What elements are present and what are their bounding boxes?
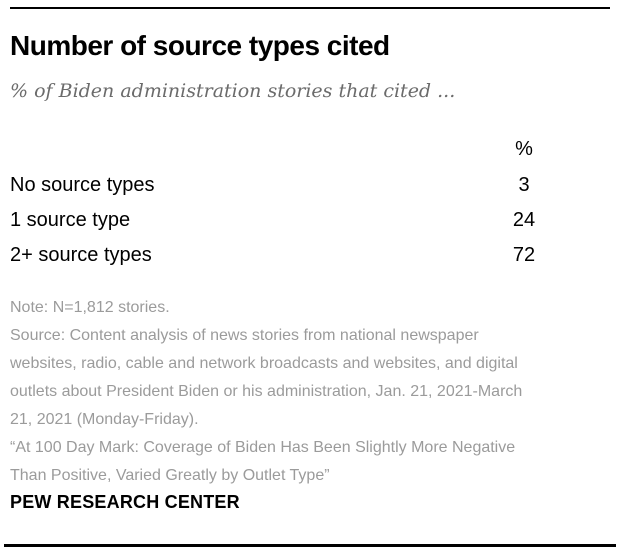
data-table: % No source types 3 1 source type 24 2+ … bbox=[10, 130, 560, 273]
table-row: 1 source type 24 bbox=[10, 203, 560, 238]
bottom-rule bbox=[4, 544, 616, 547]
label-column-header bbox=[10, 130, 488, 168]
row-value: 24 bbox=[512, 209, 536, 231]
row-label: 1 source type bbox=[10, 209, 131, 231]
report-title-text: “At 100 Day Mark: Coverage of Biden Has … bbox=[10, 439, 516, 484]
table-row: 2+ source types 72 bbox=[10, 238, 560, 273]
row-label: No source types bbox=[10, 174, 155, 196]
table-header-row: % bbox=[10, 130, 560, 168]
percent-column-header: % bbox=[515, 137, 533, 160]
top-rule bbox=[10, 7, 610, 9]
source-text: Source: Content analysis of news stories… bbox=[10, 327, 523, 428]
row-value: 3 bbox=[518, 174, 530, 196]
row-value: 72 bbox=[512, 244, 536, 266]
row-label: 2+ source types bbox=[10, 244, 152, 266]
chart-subtitle: % of Biden administration stories that c… bbox=[10, 80, 456, 102]
table-row: No source types 3 bbox=[10, 168, 560, 203]
pew-research-center-wordmark: PEW RESEARCH CENTER bbox=[10, 492, 240, 512]
chart-title: Number of source types cited bbox=[10, 30, 390, 61]
footnotes-block: Note: N=1,812 stories. Source: Content a… bbox=[10, 294, 542, 490]
note-text: Note: N=1,812 stories. bbox=[10, 299, 170, 316]
